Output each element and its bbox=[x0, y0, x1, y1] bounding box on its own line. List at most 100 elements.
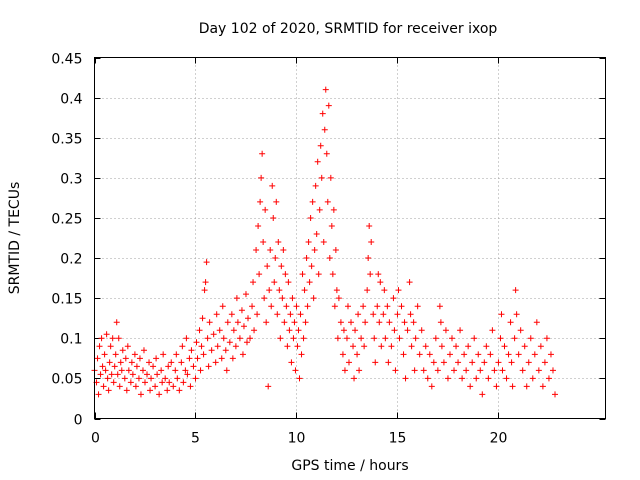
data-point bbox=[251, 327, 258, 334]
data-point bbox=[243, 339, 250, 346]
data-point bbox=[508, 359, 515, 366]
data-point bbox=[226, 339, 233, 346]
data-point bbox=[271, 279, 278, 286]
data-point bbox=[384, 303, 391, 310]
data-point bbox=[451, 367, 458, 374]
data-point bbox=[410, 319, 417, 326]
data-point bbox=[144, 371, 151, 378]
data-point bbox=[437, 319, 444, 326]
chart-title: Day 102 of 2020, SRMTID for receiver ixo… bbox=[199, 21, 498, 37]
data-point bbox=[303, 255, 310, 262]
data-point bbox=[182, 367, 189, 374]
data-point bbox=[398, 303, 405, 310]
data-point bbox=[293, 303, 300, 310]
data-point bbox=[501, 343, 508, 350]
data-point bbox=[453, 343, 460, 350]
data-point bbox=[262, 206, 269, 213]
y-tick-label: 0.05 bbox=[51, 372, 82, 388]
y-tick-label: 0.1 bbox=[60, 332, 82, 348]
data-point bbox=[264, 263, 271, 270]
data-point bbox=[210, 331, 217, 338]
data-point bbox=[329, 271, 336, 278]
data-point bbox=[148, 375, 155, 382]
data-point bbox=[228, 311, 235, 318]
data-point bbox=[327, 174, 334, 181]
data-point bbox=[545, 375, 552, 382]
data-point bbox=[257, 198, 264, 205]
data-point bbox=[287, 311, 294, 318]
data-point bbox=[180, 379, 187, 386]
data-point bbox=[523, 383, 530, 390]
data-point bbox=[448, 335, 455, 342]
data-point bbox=[497, 335, 504, 342]
data-point bbox=[461, 351, 468, 358]
data-point bbox=[507, 319, 514, 326]
data-point bbox=[197, 367, 204, 374]
data-point bbox=[302, 319, 309, 326]
data-point bbox=[305, 239, 312, 246]
data-point bbox=[261, 295, 268, 302]
data-point bbox=[390, 295, 397, 302]
data-point bbox=[355, 311, 362, 318]
data-point bbox=[95, 391, 102, 398]
y-axis-label: SRMTID / TECUs bbox=[7, 182, 23, 295]
data-point bbox=[391, 327, 398, 334]
data-point bbox=[481, 359, 488, 366]
data-point bbox=[267, 247, 274, 254]
data-point bbox=[307, 214, 314, 221]
data-point bbox=[141, 379, 148, 386]
data-point bbox=[245, 315, 252, 322]
data-point bbox=[319, 110, 326, 117]
data-point bbox=[294, 343, 301, 350]
data-point bbox=[308, 263, 315, 270]
data-point bbox=[422, 343, 429, 350]
data-point bbox=[364, 287, 371, 294]
data-point bbox=[238, 307, 245, 314]
data-point bbox=[260, 239, 267, 246]
data-point bbox=[159, 379, 166, 386]
data-point bbox=[154, 371, 161, 378]
data-point bbox=[332, 247, 339, 254]
data-point bbox=[232, 343, 239, 350]
data-point bbox=[276, 287, 283, 294]
data-point bbox=[250, 279, 257, 286]
data-point bbox=[272, 255, 279, 262]
data-point bbox=[295, 327, 302, 334]
data-point bbox=[375, 271, 382, 278]
data-point bbox=[372, 359, 379, 366]
data-point bbox=[286, 327, 293, 334]
data-point bbox=[288, 359, 295, 366]
data-point bbox=[345, 359, 352, 366]
data-point bbox=[219, 303, 226, 310]
y-tick-label: 0.35 bbox=[51, 132, 82, 148]
data-point bbox=[361, 343, 368, 350]
data-point bbox=[356, 367, 363, 374]
y-tick-label: 0.4 bbox=[60, 92, 82, 108]
data-point bbox=[320, 239, 327, 246]
data-point bbox=[475, 351, 482, 358]
data-point bbox=[381, 287, 388, 294]
data-point bbox=[312, 182, 319, 189]
data-point bbox=[304, 303, 311, 310]
data-point bbox=[310, 295, 317, 302]
data-point bbox=[529, 375, 536, 382]
data-point bbox=[198, 343, 205, 350]
y-tick-label: 0.3 bbox=[60, 172, 82, 188]
data-point bbox=[193, 339, 200, 346]
data-point bbox=[104, 375, 111, 382]
data-point bbox=[124, 343, 131, 350]
data-point bbox=[222, 347, 229, 354]
data-point bbox=[446, 351, 453, 358]
data-point bbox=[116, 383, 123, 390]
data-point bbox=[166, 379, 173, 386]
data-point bbox=[279, 295, 286, 302]
data-point bbox=[395, 287, 402, 294]
data-point bbox=[344, 303, 351, 310]
data-point bbox=[412, 335, 419, 342]
data-point bbox=[314, 158, 321, 165]
data-point bbox=[200, 351, 207, 358]
data-point bbox=[214, 343, 221, 350]
data-point bbox=[274, 311, 281, 318]
